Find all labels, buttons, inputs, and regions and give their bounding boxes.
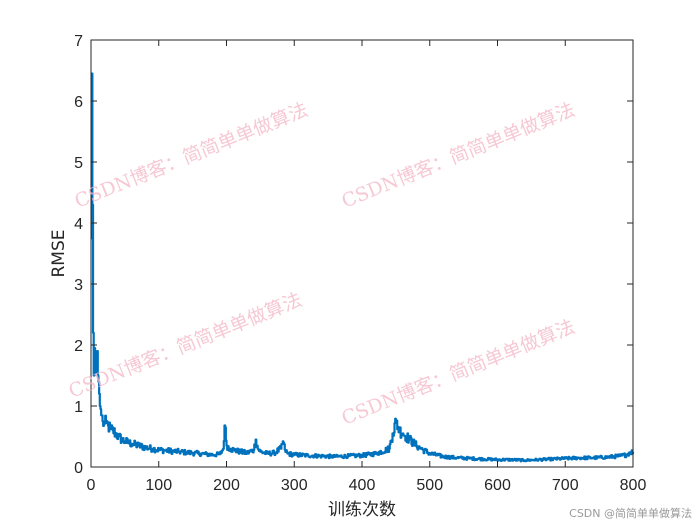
plot-area: [91, 40, 633, 467]
y-tick-label: 3: [74, 277, 83, 294]
x-tick-label: 100: [145, 477, 172, 494]
x-tick-label: 300: [281, 477, 308, 494]
y-tick-label: 7: [74, 33, 83, 50]
x-tick-label: 500: [416, 477, 443, 494]
x-tick-label: 200: [213, 477, 240, 494]
rmse-series-line: [90, 72, 635, 463]
x-axis-label: 训练次数: [328, 500, 396, 520]
x-tick-label: 600: [484, 477, 511, 494]
x-tick-label: 700: [552, 477, 579, 494]
x-tick-label: 800: [620, 477, 647, 494]
y-tick-label: 4: [74, 216, 83, 233]
x-tick-label: 400: [349, 477, 376, 494]
y-axis-label: RMSE: [49, 229, 69, 277]
y-tick-label: 2: [74, 338, 83, 355]
y-tick-label: 1: [74, 399, 83, 416]
y-tick-label: 5: [74, 155, 83, 172]
credit-text: CSDN @简简单单做算法: [569, 506, 692, 520]
y-tick-label: 0: [74, 460, 83, 477]
y-tick-label: 6: [74, 94, 83, 111]
axes-layer: 0 100 200 300 400 500 600 700 800 0 1 2 3 4 5 6 7: [74, 33, 646, 494]
x-tick-label: 0: [87, 477, 96, 494]
series-layer: [90, 72, 635, 463]
